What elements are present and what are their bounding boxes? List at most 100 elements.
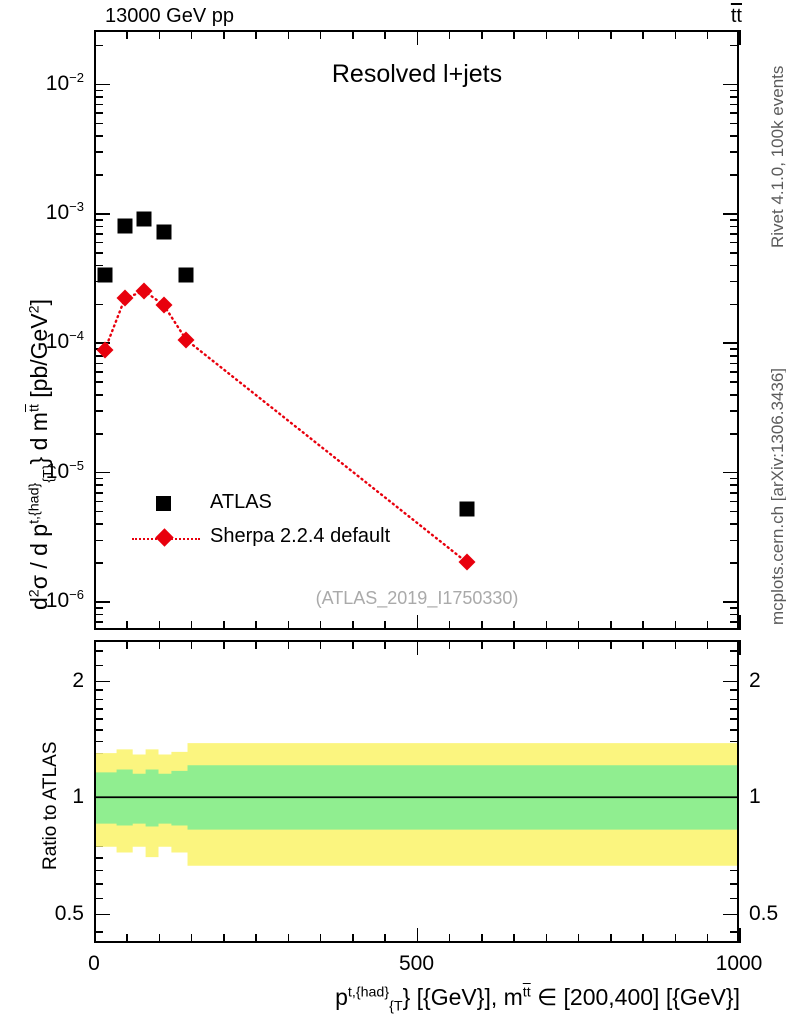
x-minor-tick (545, 621, 548, 630)
ratio-x-minor-tick (352, 934, 354, 943)
ratio-y-major-tick (94, 680, 110, 683)
ratio-x-minor-tick (674, 640, 677, 649)
y-minor-tick (730, 393, 739, 396)
ratio-x-minor-tick (706, 640, 709, 649)
x-minor-tick (352, 621, 354, 630)
y-minor-tick (94, 362, 103, 365)
x-minor-tick (610, 621, 612, 630)
x-minor-tick (610, 30, 612, 39)
ratio-y-minor-tick (94, 650, 103, 652)
ratio-x-minor-tick (448, 640, 451, 649)
ratio-y-tick-label-right: 0.5 (749, 901, 779, 925)
y-minor-tick (94, 241, 103, 244)
y-major-tick (723, 601, 739, 603)
x-minor-tick (319, 30, 322, 39)
ratio-x-minor-tick (190, 640, 193, 649)
x-minor-tick (448, 621, 451, 630)
ratio-y-major-tick (723, 680, 739, 683)
ratio-x-minor-tick (223, 934, 225, 943)
y-minor-tick (730, 122, 739, 125)
x-minor-tick (352, 30, 354, 39)
x-minor-tick (158, 30, 161, 39)
y-minor-tick (730, 477, 739, 480)
ratio-y-minor-tick (730, 689, 739, 692)
ratio-y-tick-label-left: 2 (72, 668, 84, 692)
y-minor-tick (730, 112, 739, 114)
y-minor-tick (730, 410, 739, 412)
y-minor-tick (730, 539, 739, 542)
ratio-x-minor-tick (642, 934, 644, 943)
x-minor-tick (255, 621, 257, 630)
x-minor-tick (158, 621, 161, 630)
ratio-y-minor-tick (730, 883, 739, 885)
ratio-x-major-tick (739, 640, 741, 655)
ratio-y-minor-tick (94, 689, 103, 692)
header-process-label: tt (730, 5, 742, 27)
y-minor-tick (730, 607, 739, 609)
ratio-y-tick-label-left: 1 (72, 785, 84, 809)
ratio-x-minor-tick (352, 640, 354, 649)
y-minor-tick (94, 355, 103, 357)
y-minor-tick (94, 96, 103, 98)
y-minor-tick (94, 562, 103, 564)
y-minor-tick (730, 280, 739, 283)
y-minor-tick (730, 362, 739, 365)
y-tick-label: 10−5 (45, 457, 84, 483)
y-minor-tick (94, 510, 103, 513)
y-minor-tick (730, 523, 739, 525)
y-minor-tick (94, 621, 103, 623)
ratio-y-minor-tick (94, 931, 103, 933)
y-minor-tick (730, 562, 739, 564)
x-minor-tick (642, 30, 644, 39)
ratio-y-minor-tick (94, 857, 103, 859)
ratio-y-minor-tick (94, 708, 103, 710)
x-tick-label: 0 (88, 952, 100, 975)
ratio-x-minor-tick (126, 934, 128, 943)
y-minor-tick (94, 500, 103, 503)
y-minor-tick (730, 621, 739, 623)
y-minor-tick (94, 122, 103, 125)
x-minor-tick (287, 621, 290, 630)
ratio-x-minor-tick (545, 934, 548, 943)
ratio-y-minor-tick (94, 897, 103, 900)
y-minor-tick (94, 371, 103, 373)
ratio-y-major-tick (94, 913, 110, 916)
ratio-y-tick-label-left: 0.5 (54, 901, 84, 925)
analysis-watermark: (ATLAS_2019_I1750330) (315, 588, 519, 608)
y-minor-tick (730, 225, 739, 228)
header-process: tt (731, 6, 742, 26)
y-minor-tick (730, 89, 739, 92)
y-minor-tick (730, 371, 739, 373)
y-minor-tick (730, 303, 739, 306)
ratio-y-minor-tick (730, 740, 739, 743)
y-minor-tick (730, 432, 739, 435)
y-minor-tick (730, 219, 739, 221)
y-minor-tick (94, 225, 103, 228)
legend-label-atlas: ATLAS (210, 491, 272, 513)
ratio-y-minor-tick (730, 708, 739, 710)
y-minor-tick (730, 233, 739, 235)
ratio-x-minor-tick (481, 640, 483, 649)
plot-title: Resolved l+jets (331, 60, 503, 88)
y-major-tick (723, 471, 739, 474)
ratio-x-minor-tick (287, 934, 290, 943)
ratio-x-minor-tick (610, 934, 612, 943)
ratio-y-minor-tick (94, 718, 103, 720)
x-tick-label: 500 (398, 952, 435, 975)
x-major-tick (739, 615, 741, 630)
ratio-x-minor-tick (384, 640, 386, 649)
ratio-x-major-tick (416, 640, 419, 655)
y-tick-label: 10−3 (45, 199, 84, 225)
ratio-y-minor-tick (94, 869, 103, 872)
y-minor-tick (94, 135, 103, 137)
x-axis-title: pt,{had}{T} [{GeV}], mtt ∈ [200,400] [{G… (335, 984, 740, 1015)
y-minor-tick (94, 303, 103, 306)
ratio-x-minor-tick (319, 640, 322, 649)
x-major-tick (94, 615, 96, 630)
ratio-x-minor-tick (706, 934, 709, 943)
y-major-tick (723, 83, 739, 86)
ratio-y-minor-tick (730, 698, 739, 701)
x-minor-tick (674, 30, 677, 39)
y-minor-tick (94, 477, 103, 480)
x-minor-tick (384, 621, 386, 630)
